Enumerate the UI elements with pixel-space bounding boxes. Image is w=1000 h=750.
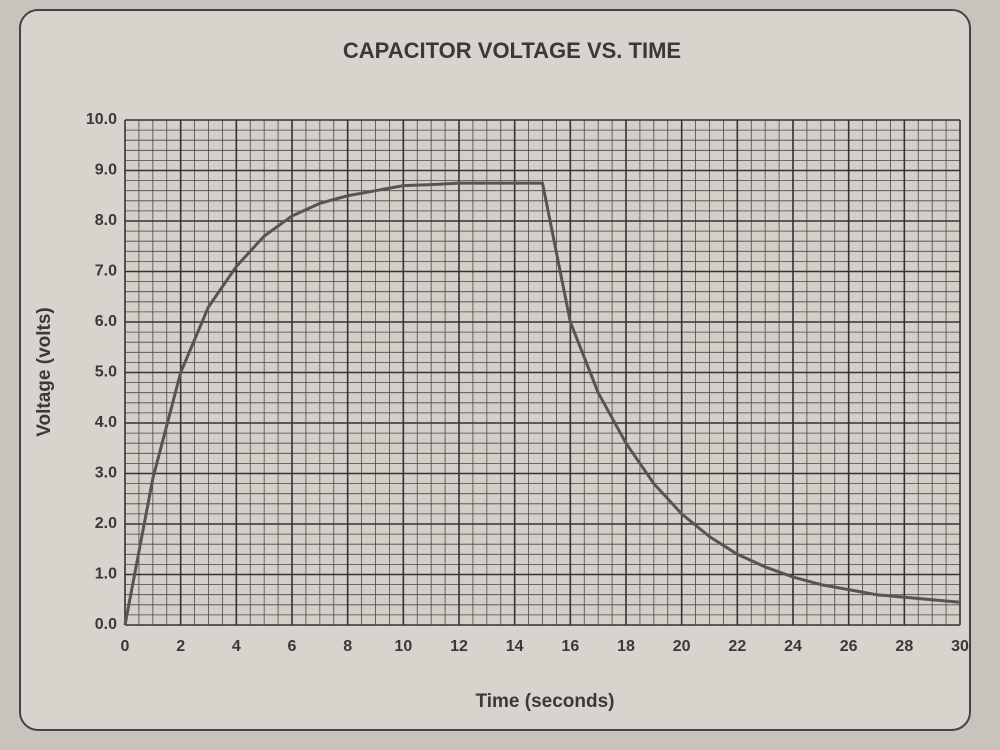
y-tick-label: 3.0	[95, 465, 117, 482]
y-tick-label: 7.0	[95, 263, 117, 280]
data-line	[123, 181, 961, 626]
y-axis-label: Voltage (volts)	[34, 307, 55, 437]
y-tick-label: 2.0	[95, 515, 117, 532]
x-tick-label: 18	[617, 638, 635, 655]
x-tick-label: 12	[450, 638, 468, 655]
y-tick-label: 4.0	[95, 414, 117, 431]
x-tick-label: 30	[951, 638, 969, 655]
x-tick-label: 4	[232, 638, 241, 655]
y-tick-label: 0.0	[95, 616, 117, 633]
x-tick-label: 28	[895, 638, 913, 655]
x-tick-label: 22	[728, 638, 746, 655]
x-tick-label: 24	[784, 638, 802, 655]
y-tick-label: 6.0	[95, 313, 117, 330]
x-tick-label: 2	[176, 638, 185, 655]
y-tick-label: 5.0	[95, 364, 117, 381]
y-tick-label: 1.0	[95, 566, 117, 583]
y-tick-label: 10.0	[86, 111, 117, 128]
y-tick-label: 8.0	[95, 212, 117, 229]
x-tick-label: 20	[673, 638, 691, 655]
x-tick-label: 14	[506, 638, 524, 655]
x-tick-label: 0	[121, 638, 130, 655]
x-tick-label: 16	[561, 638, 579, 655]
y-tick-label: 9.0	[95, 162, 117, 179]
x-axis-label: Time (seconds)	[475, 691, 614, 712]
chart-title: CAPACITOR VOLTAGE VS. TIME	[343, 38, 681, 63]
x-tick-label: 10	[394, 638, 412, 655]
x-tick-label: 6	[288, 638, 297, 655]
x-tick-label: 8	[343, 638, 352, 655]
x-tick-label: 26	[840, 638, 858, 655]
